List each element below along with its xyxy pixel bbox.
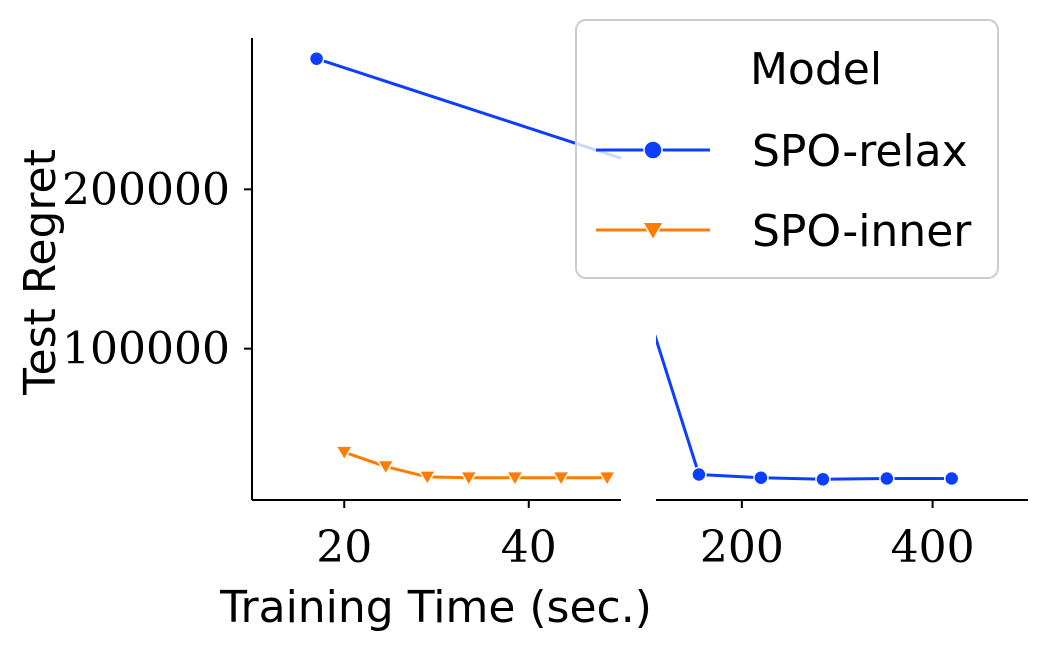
x-axis-title: Training Time (sec.) — [219, 582, 652, 633]
legend: Model SPO-relax SPO-inner — [575, 19, 999, 279]
x-tick-label: 40 — [501, 522, 557, 573]
data-point — [505, 470, 525, 487]
legend-title: Model — [750, 44, 882, 95]
y-tick-label: 100000 — [62, 324, 230, 375]
y-tick-label: 200000 — [62, 164, 230, 215]
x-tick-label: 20 — [316, 522, 372, 573]
data-point — [943, 470, 960, 487]
data-point — [815, 471, 831, 488]
data-point — [560, 52, 574, 66]
data-point — [641, 221, 665, 242]
data-point — [643, 140, 663, 160]
data-point — [562, 446, 578, 460]
data-point — [753, 469, 769, 486]
data-point — [376, 459, 396, 476]
legend-box — [575, 19, 999, 279]
axes — [251, 38, 1028, 501]
data-point — [879, 470, 895, 487]
x-tick-label: 200 — [700, 522, 784, 573]
series-line-spo-relax — [656, 333, 952, 481]
data-point — [597, 470, 617, 487]
y-axis-title: Test Regret — [15, 149, 66, 396]
data-point — [417, 470, 437, 487]
data-point — [691, 466, 707, 483]
data-point — [308, 50, 325, 67]
x-tick-label: 400 — [891, 522, 975, 573]
ticks: 100000 200000 20 40 200 400 — [62, 164, 975, 573]
legend-label: SPO-relax — [752, 126, 968, 177]
data-point — [334, 445, 354, 462]
left-panel-series — [308, 50, 621, 487]
series-line-spo-inner — [570, 452, 597, 477]
data-point — [459, 470, 479, 487]
data-point — [551, 470, 571, 487]
legend-label: SPO-inner — [752, 206, 972, 257]
right-panel-series — [560, 52, 960, 488]
